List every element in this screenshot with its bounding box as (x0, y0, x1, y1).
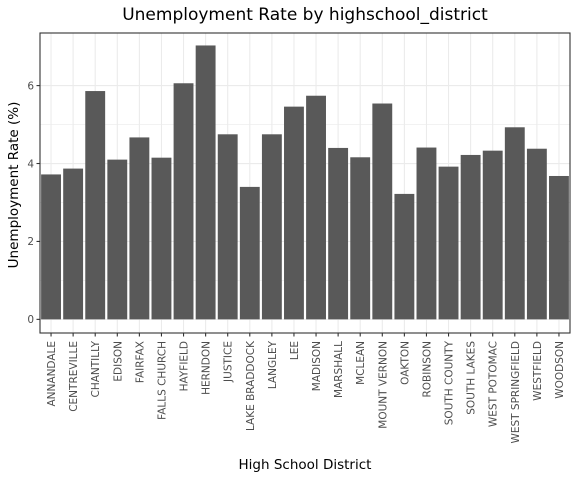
bar (438, 166, 459, 320)
bar (107, 159, 128, 320)
x-tick-label: HERNDON (201, 341, 213, 395)
x-tick-label: WEST POTOMAC (488, 341, 500, 427)
bar (195, 45, 216, 320)
x-tick-label: MADISON (311, 341, 323, 391)
x-tick-label: CHANTILLY (90, 340, 102, 397)
bar (306, 95, 326, 320)
bar (460, 154, 481, 320)
x-axis-title: High School District (239, 457, 372, 473)
bar (526, 148, 547, 320)
x-tick-label: ROBINSON (421, 341, 433, 398)
x-tick-label: SOUTH LAKES (466, 341, 478, 415)
x-tick-label: OAKTON (399, 341, 411, 385)
bar (328, 147, 349, 320)
bar (173, 83, 194, 320)
x-tick-label: WESTFIELD (532, 341, 544, 401)
bar (129, 137, 150, 320)
panel-background (40, 33, 570, 333)
bar (63, 168, 84, 320)
plot-area: 0 2 4 6 ANNANDALE CENTREVILLE CHANTILLY EDISON F… (27, 32, 571, 444)
x-tick-label: LAKE BRADDOCK (245, 340, 257, 431)
y-tick-label: 2 (27, 236, 34, 248)
x-tick-label: SOUTH COUNTY (444, 340, 456, 425)
x-tick-label: EDISON (112, 341, 124, 382)
chart-title: Unemployment Rate by highschool_district (122, 5, 488, 25)
x-tick-label: HAYFIELD (179, 341, 191, 391)
x-tick-label: LEE (289, 341, 301, 360)
x-tick-label: MOUNT VERNON (377, 341, 389, 429)
bar (261, 134, 282, 320)
panel-border (39, 32, 571, 334)
bar (504, 127, 525, 320)
y-tick-label: 4 (27, 158, 34, 170)
x-tick-label: FAIRFAX (134, 341, 146, 383)
bar (239, 186, 260, 320)
bar (416, 147, 437, 320)
y-axis-title: Unemployment Rate (%) (6, 102, 22, 269)
bar (549, 175, 569, 320)
bar (85, 91, 106, 320)
x-tick-label: LANGLEY (267, 340, 279, 389)
bar (217, 134, 238, 320)
bar (482, 150, 503, 320)
x-tick-label: ANNANDALE (46, 341, 58, 407)
bar (394, 193, 415, 320)
x-tick-label: MCLEAN (355, 341, 367, 385)
x-tick-label: FALLS CHURCH (156, 341, 168, 420)
x-tick-label: JUSTICE (223, 341, 235, 383)
bar (151, 157, 172, 320)
x-tick-label: WOODSON (554, 341, 566, 399)
x-tick-label: WEST SPRINGFIELD (510, 341, 522, 444)
x-tick-label: MARSHALL (333, 341, 345, 398)
x-tick-label: CENTREVILLE (68, 341, 80, 412)
bar (41, 174, 61, 320)
bar (284, 106, 304, 320)
bar (372, 103, 393, 320)
y-tick-label: 6 (27, 80, 34, 92)
y-tick-label: 0 (27, 314, 34, 326)
bar (350, 157, 371, 320)
